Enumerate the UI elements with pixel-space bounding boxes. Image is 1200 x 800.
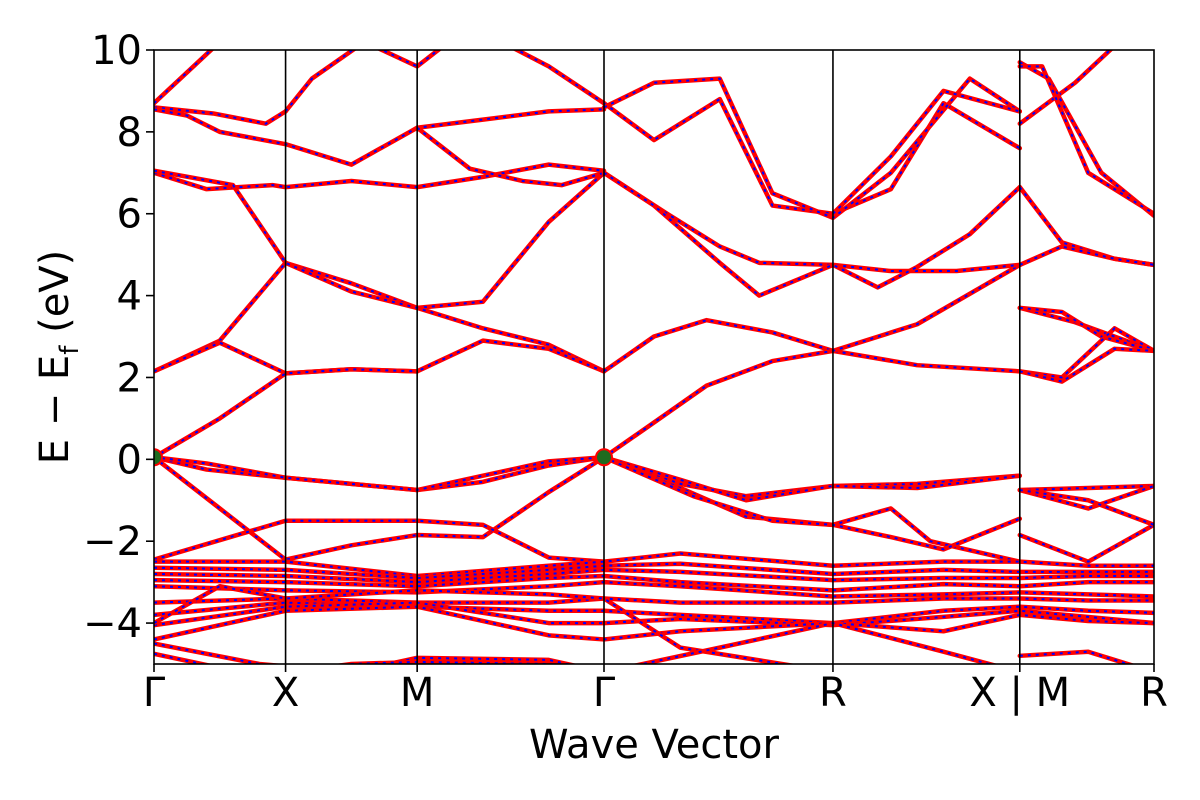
band-line-29 xyxy=(1017,50,1114,126)
band-line-overlay-5 xyxy=(154,169,605,309)
band-line-overlay-46 xyxy=(154,605,1154,641)
y-tick-label-4: 4 xyxy=(117,274,142,320)
y-tick-label-5: 6 xyxy=(117,192,142,238)
band-line-overlay-42 xyxy=(154,581,1154,598)
band-line-overlay-30 xyxy=(1019,61,1154,217)
y-tick-label-6: 8 xyxy=(117,110,142,156)
band-line-overlay-4 xyxy=(154,163,605,191)
y-tick-label-0: −4 xyxy=(83,601,142,647)
degeneracy-marker-1 xyxy=(595,448,613,467)
degeneracy-markers xyxy=(154,448,613,467)
y-axis-title-subscript: f xyxy=(55,345,85,355)
band-line-overlay-44 xyxy=(154,601,1154,625)
plot-frame xyxy=(153,49,1155,665)
y-axis-title-main: E − E xyxy=(32,355,78,465)
x-tick-label-3: Γ xyxy=(593,670,616,716)
x-tick-label-4: R xyxy=(819,670,847,716)
x-tick-label-1: X xyxy=(272,670,299,716)
y-tick-label-1: −2 xyxy=(83,519,142,565)
band-line-overlay-48 xyxy=(154,622,994,664)
band-line-overlay-41 xyxy=(154,574,1154,592)
band-line-overlay-12 xyxy=(603,171,1020,273)
band-line-overlay-33 xyxy=(1019,245,1154,266)
band-line-overlay-18 xyxy=(154,456,605,492)
band-line-overlay-35 xyxy=(1019,306,1154,352)
band-line-overlay-25 xyxy=(1019,484,1154,492)
band-line-overlay-21 xyxy=(603,456,1020,502)
y-tick-label-2: 0 xyxy=(117,437,142,483)
x-tick-label-5: X | M xyxy=(969,670,1070,716)
band-line-26 xyxy=(1017,483,1154,511)
y-axis-title-unit: (eV) xyxy=(32,250,78,346)
band-line-overlay-47 xyxy=(154,585,789,664)
band-line-overlay-9 xyxy=(154,368,418,459)
x-axis-ticks: Γ X M Γ R X | M R xyxy=(143,664,1168,716)
x-tick-label-0: Γ xyxy=(143,670,166,716)
y-tick-label-3: 2 xyxy=(117,355,142,401)
band-line-overlay-6 xyxy=(416,126,605,187)
band-line-3 xyxy=(154,107,607,167)
band-line-overlay-39 xyxy=(154,562,1154,580)
band-line-overlay-16 xyxy=(832,89,1021,215)
degeneracy-marker-0 xyxy=(154,448,163,467)
x-axis-title: Wave Vector xyxy=(529,722,780,768)
band-line-overlay-38 xyxy=(154,552,1154,577)
band-line-overlay-27 xyxy=(1019,523,1154,563)
band-line-overlay-2 xyxy=(284,50,605,113)
y-tick-label-7: 10 xyxy=(91,28,142,74)
x-tick-label-6: R xyxy=(1140,670,1168,716)
band-line-50 xyxy=(1017,649,1136,664)
y-axis-title: E − Ef (eV) xyxy=(32,250,85,465)
band-line-overlay-11 xyxy=(603,264,1021,459)
band-line-overlay-36 xyxy=(1019,327,1154,379)
band-line-overlay-7 xyxy=(154,261,605,373)
band-line-1 xyxy=(154,105,288,126)
band-line-overlay-49 xyxy=(154,652,556,664)
band-line-overlay-19 xyxy=(154,456,605,561)
band-line-28 xyxy=(1017,487,1154,528)
band-lines-group xyxy=(154,50,1154,664)
band-line-overlay-40 xyxy=(154,568,1154,584)
band-line-overlay-45 xyxy=(154,601,1154,627)
band-line-overlay-20 xyxy=(603,456,1020,498)
y-axis-ticks: −4 −2 0 2 4 6 8 10 xyxy=(83,28,154,647)
band-line-overlay-37 xyxy=(1019,347,1154,383)
band-line-0 xyxy=(154,50,215,106)
band-line-10 xyxy=(601,317,1023,374)
x-tick-label-2: M xyxy=(400,670,435,716)
band-line-overlay-43 xyxy=(154,597,1154,604)
kpoint-divider-lines xyxy=(284,50,1021,664)
band-line-overlay-31 xyxy=(1019,65,1154,215)
band-line-overlay-13 xyxy=(603,171,1021,297)
